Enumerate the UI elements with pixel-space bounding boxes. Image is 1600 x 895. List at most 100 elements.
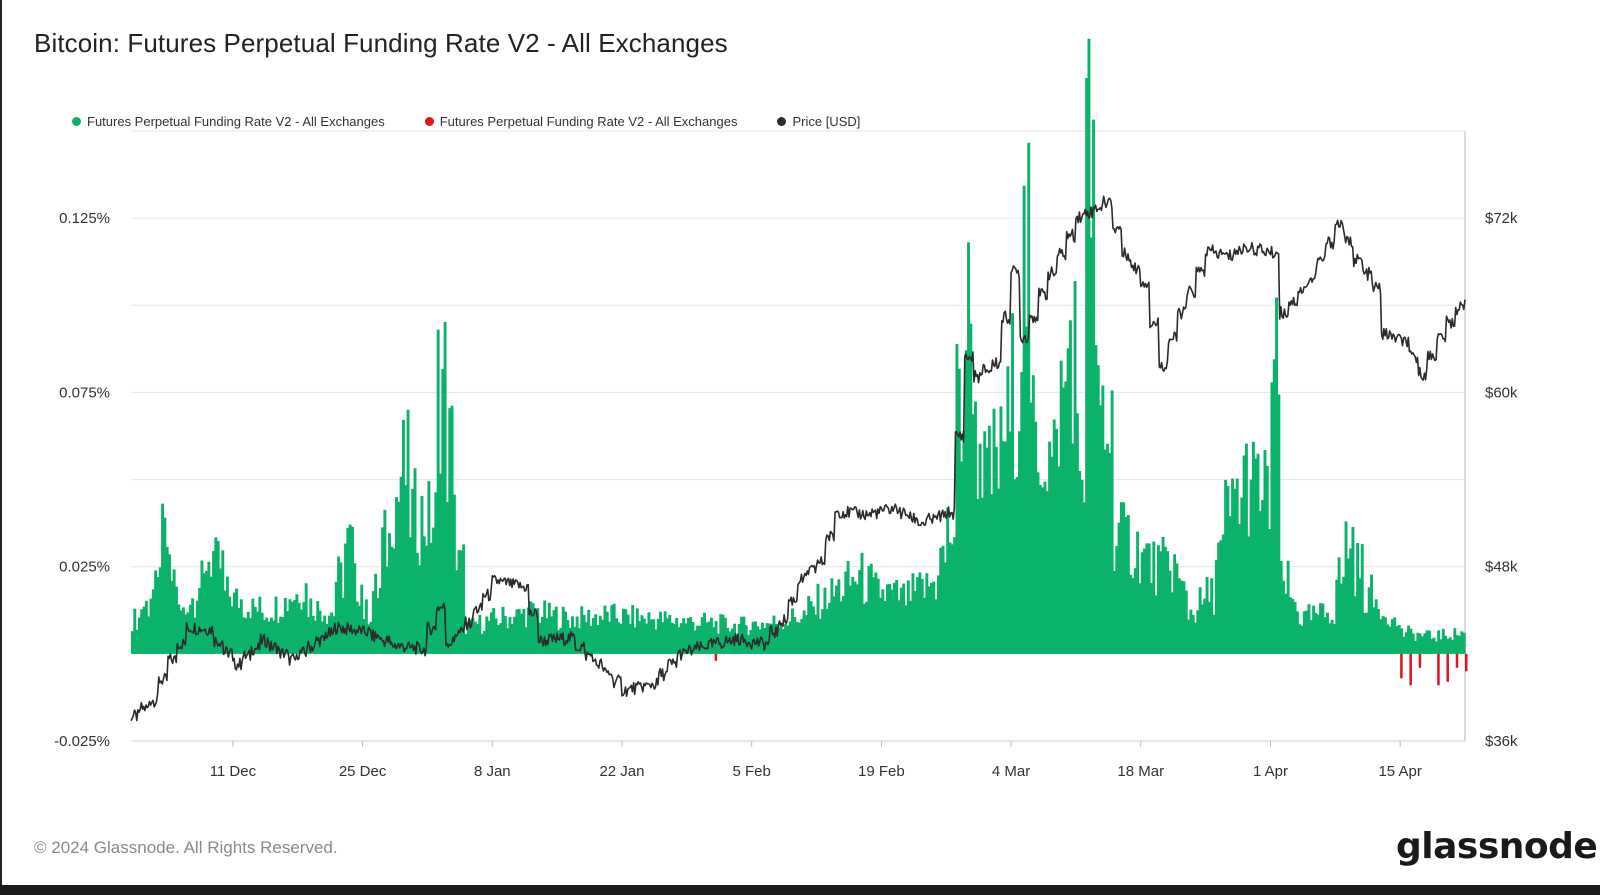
funding-bar-positive — [798, 622, 801, 654]
funding-bar-positive — [1184, 590, 1188, 654]
funding-bar-positive — [1277, 394, 1281, 654]
funding-bar-positive — [427, 481, 431, 654]
funding-bar-positive — [1272, 359, 1276, 654]
funding-bar-positive — [719, 614, 723, 654]
funding-bar-positive — [295, 594, 299, 654]
funding-bar-positive — [388, 533, 391, 654]
legend-item-funding-negative[interactable]: Futures Perpetual Funding Rate V2 - All … — [424, 114, 737, 129]
funding-bar-positive — [230, 606, 234, 654]
funding-bar-positive — [1050, 456, 1054, 654]
funding-bar-positive — [994, 446, 998, 654]
funding-bar-positive — [649, 619, 653, 654]
funding-bar-positive — [1367, 587, 1371, 654]
funding-bar-positive — [249, 618, 253, 654]
funding-bar-positive — [415, 552, 419, 654]
x-tick-label: 4 Mar — [992, 763, 1030, 780]
funding-bar-positive — [1314, 613, 1318, 654]
funding-bar-positive — [205, 570, 209, 654]
funding-bar-positive — [1414, 640, 1417, 654]
funding-bar-positive — [902, 583, 906, 654]
funding-bar-positive — [258, 596, 262, 654]
funding-bar-positive — [242, 617, 246, 654]
funding-bar-positive — [714, 621, 718, 654]
legend-item-funding-positive[interactable]: Futures Perpetual Funding Rate V2 - All … — [72, 114, 385, 129]
funding-bar-positive — [691, 621, 695, 654]
funding-bar-positive — [320, 621, 324, 654]
funding-bar-positive — [1302, 611, 1306, 654]
funding-bar-positive — [520, 613, 523, 654]
funding-bar-positive — [1251, 441, 1255, 654]
funding-bar-positive — [1180, 580, 1184, 654]
funding-bar-positive — [429, 542, 433, 654]
funding-bar-positive — [1024, 326, 1028, 654]
y-left-tick-label: 0.075% — [59, 384, 110, 401]
funding-bar-positive — [1140, 552, 1144, 654]
funding-bar-positive — [307, 616, 310, 654]
funding-bar-positive — [198, 588, 202, 654]
funding-bar-positive — [837, 579, 841, 654]
funding-bar-positive — [425, 545, 429, 654]
funding-bar-positive — [533, 612, 537, 654]
funding-bar-positive — [1212, 614, 1216, 654]
funding-bar-positive — [1344, 521, 1348, 654]
funding-bar-positive — [876, 578, 880, 654]
funding-bar-positive — [1187, 619, 1190, 654]
funding-bar-positive — [786, 625, 790, 654]
funding-bar-positive — [883, 600, 887, 654]
funding-bar-positive — [1200, 604, 1204, 654]
funding-bar-positive — [1143, 548, 1146, 654]
funding-bar-positive — [161, 503, 165, 654]
funding-bar-positive — [443, 321, 447, 654]
funding-bar-positive — [957, 368, 961, 654]
funding-bar-positive — [1360, 544, 1364, 654]
funding-bar-positive — [235, 588, 239, 654]
funding-bar-positive — [288, 599, 292, 654]
funding-bar-positive — [1089, 237, 1093, 654]
funding-bar-positive — [895, 579, 899, 654]
funding-bar-positive — [858, 570, 862, 654]
funding-bar-positive — [483, 630, 486, 654]
funding-bar-positive — [809, 601, 813, 654]
funding-bar-positive — [434, 492, 438, 654]
funding-bar-positive — [1131, 578, 1135, 654]
legend-item-price[interactable]: Price [USD] — [777, 114, 860, 129]
funding-bar-positive — [1370, 574, 1373, 654]
funding-bar-positive — [624, 609, 628, 654]
funding-bar-positive — [378, 587, 382, 654]
funding-bar-positive — [788, 621, 792, 654]
funding-bar-positive — [494, 618, 498, 654]
funding-bar-positive — [705, 622, 709, 654]
funding-bar-positive — [892, 582, 896, 654]
y-left-tick-label: 0.025% — [59, 559, 110, 576]
funding-bar-positive — [1136, 531, 1140, 654]
funding-bar-positive — [869, 563, 873, 654]
funding-bar-positive — [1441, 628, 1445, 654]
funding-bar-positive — [1055, 429, 1058, 654]
funding-bar-positive — [401, 419, 405, 654]
y-left-tick-label: -0.025% — [54, 733, 110, 750]
funding-bar-positive — [1029, 402, 1033, 654]
funding-bar-positive — [823, 587, 827, 654]
funding-bar-positive — [1256, 453, 1260, 654]
funding-bar-positive — [1182, 581, 1186, 654]
funding-bar-positive — [1286, 560, 1290, 654]
funding-bar-positive — [721, 614, 725, 654]
funding-bar-positive — [223, 590, 227, 654]
funding-bar-positive — [364, 599, 368, 654]
funding-bar-positive — [791, 608, 794, 654]
funding-bar-positive — [1099, 405, 1102, 654]
funding-bar-positive — [1460, 631, 1464, 654]
funding-bar-positive — [1031, 375, 1035, 654]
funding-bar-positive — [983, 431, 987, 654]
funding-bar-positive — [1214, 560, 1218, 654]
funding-bar-positive — [1108, 453, 1112, 654]
funding-bar-positive — [149, 598, 153, 654]
funding-bar-positive — [737, 623, 741, 654]
funding-bar-positive — [793, 617, 797, 654]
funding-bar-positive — [1321, 603, 1325, 654]
funding-bar-positive — [1372, 607, 1376, 654]
funding-bar-positive — [1393, 617, 1397, 654]
funding-bar-positive — [779, 622, 783, 654]
funding-bar-positive — [911, 573, 915, 654]
